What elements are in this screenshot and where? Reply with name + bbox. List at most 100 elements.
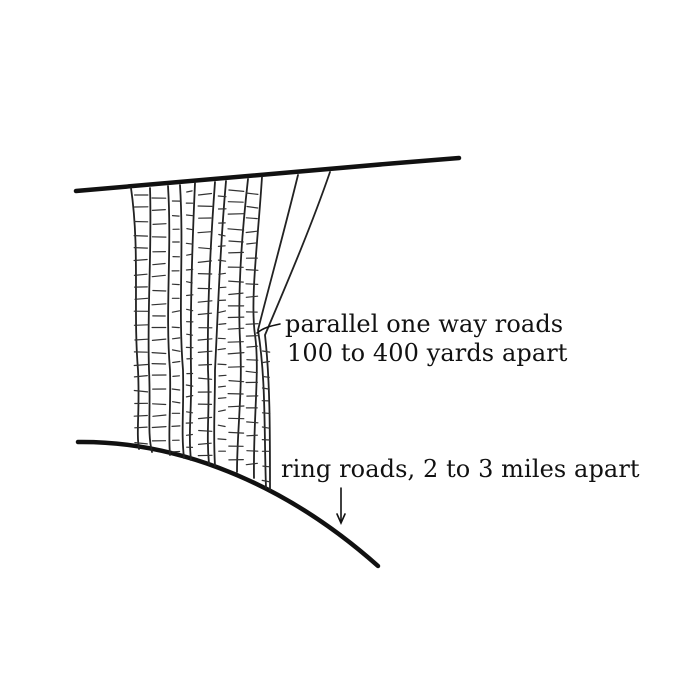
cross-street: [133, 324, 149, 326]
cross-street: [133, 414, 148, 417]
cross-street: [134, 426, 148, 429]
cross-street: [197, 192, 213, 196]
cross-street: [185, 395, 194, 398]
cross-street: [133, 247, 148, 249]
cross-street: [228, 292, 244, 296]
cross-street: [151, 209, 166, 211]
cross-street: [197, 260, 212, 263]
cross-street: [246, 421, 259, 424]
cross-street: [217, 259, 227, 262]
cross-street: [186, 294, 194, 297]
cross-street: [152, 289, 167, 292]
cross-street: [186, 253, 193, 256]
cross-street: [185, 242, 194, 245]
parallel-roads: [130, 171, 331, 491]
cross-street: [245, 230, 258, 234]
cross-street: [261, 360, 270, 364]
cross-street: [151, 274, 166, 278]
cross-street: [198, 247, 212, 250]
cross-street: [152, 223, 167, 225]
cross-street: [151, 352, 167, 355]
cross-street: [217, 348, 226, 351]
bottom-ring-road: [75, 439, 381, 569]
cross-street: [245, 370, 258, 374]
cross-street: [218, 310, 226, 313]
cross-street: [245, 323, 259, 325]
cross-street: [171, 337, 181, 340]
cross-street: [246, 359, 259, 361]
cross-street: [172, 401, 181, 404]
top-ring-road: [73, 155, 462, 194]
cross-street: [228, 280, 244, 283]
ring-roads-label: ring roads, 2 to 3 miles apart: [281, 455, 640, 483]
road-line-10: [257, 174, 299, 489]
cross-street: [227, 405, 245, 408]
cross-street: [151, 338, 167, 341]
cross-street: [227, 366, 245, 368]
cross-street: [261, 479, 271, 483]
cross-street: [152, 414, 167, 417]
cross-street: [246, 242, 258, 245]
parallel-roads-leader: [256, 323, 281, 334]
road-line-5: [188, 182, 196, 461]
cross-street: [218, 286, 227, 289]
cross-street: [133, 235, 149, 237]
cross-street: [261, 387, 270, 390]
cross-street: [217, 397, 227, 399]
cross-street: [172, 375, 180, 377]
cross-street: [227, 327, 245, 330]
cross-street: [171, 425, 181, 427]
road-line-1: [130, 187, 140, 450]
cross-street: [217, 245, 226, 247]
cross-street: [171, 349, 181, 352]
cross-street: [186, 411, 194, 414]
cross-street: [245, 192, 259, 195]
cross-street: [227, 341, 244, 343]
cross-street: [197, 442, 212, 445]
cross-street: [171, 326, 180, 329]
cross-street: [133, 258, 148, 262]
cross-street: [171, 388, 181, 391]
cross-street: [261, 426, 270, 429]
road-line-7: [213, 180, 227, 467]
cross-street: [227, 201, 244, 203]
cross-street: [246, 450, 259, 452]
road-line-3: [167, 185, 172, 456]
cross-street: [197, 312, 213, 316]
cross-street: [185, 433, 193, 436]
cross-street: [134, 297, 149, 300]
cross-street: [261, 412, 271, 415]
cross-street: [171, 310, 181, 313]
parallel-roads-label-line1: parallel one way roads: [285, 310, 564, 338]
cross-street: [227, 228, 245, 231]
cross-street: [197, 350, 213, 353]
cross-street: [197, 338, 213, 341]
cross-streets: [133, 189, 271, 483]
cross-street: [246, 345, 259, 348]
cross-street: [186, 308, 194, 312]
road-line-8: [236, 178, 249, 473]
road-line-4: [179, 184, 185, 459]
cross-street: [262, 375, 270, 378]
cross-street: [186, 190, 193, 193]
cross-street: [186, 228, 194, 231]
parallel-roads-label-line2: 100 to 400 yards apart: [287, 339, 568, 367]
road-line-9: [252, 176, 263, 479]
cross-street: [218, 385, 226, 388]
cross-street: [245, 283, 259, 285]
cross-street: [198, 363, 213, 366]
cross-street: [152, 262, 166, 266]
cross-street: [185, 384, 194, 387]
cross-street: [198, 377, 213, 380]
cross-street: [134, 442, 148, 445]
ring-road-arrow: [336, 487, 346, 525]
cross-street: [151, 426, 167, 429]
cross-street: [218, 272, 226, 275]
cross-street: [245, 269, 259, 271]
cross-street: [228, 431, 245, 434]
cross-street: [218, 374, 227, 377]
cross-street: [171, 215, 180, 217]
cross-street: [185, 268, 194, 271]
